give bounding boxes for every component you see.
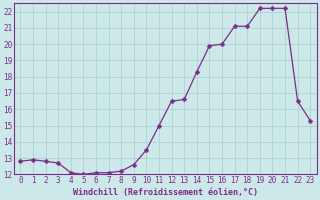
X-axis label: Windchill (Refroidissement éolien,°C): Windchill (Refroidissement éolien,°C) [73, 188, 258, 197]
